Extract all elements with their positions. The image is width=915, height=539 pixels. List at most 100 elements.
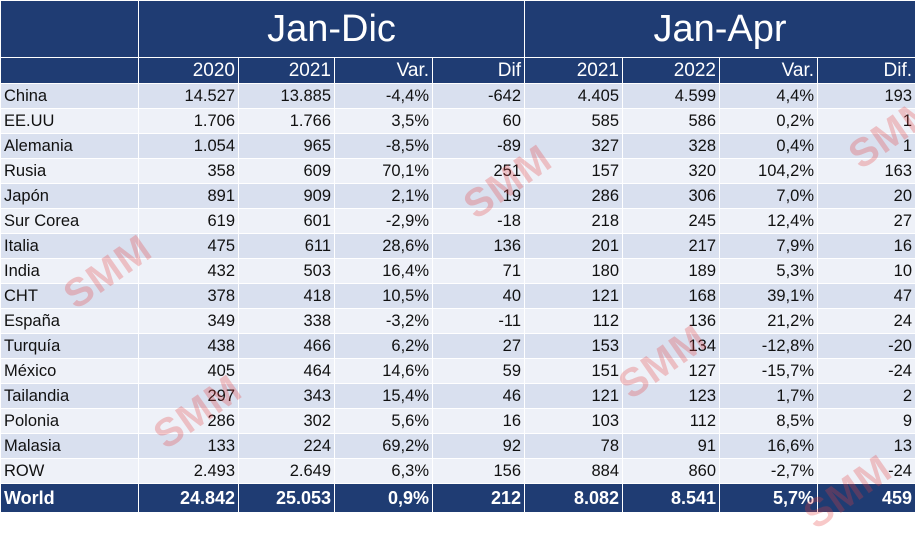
table-cell: 611 bbox=[239, 234, 335, 259]
table-cell: 153 bbox=[525, 334, 623, 359]
column-header: 2021 bbox=[239, 58, 335, 84]
table-cell: -24 bbox=[818, 459, 915, 484]
table-cell: -12,8% bbox=[720, 334, 818, 359]
table-cell: 6,2% bbox=[335, 334, 433, 359]
table-cell: 466 bbox=[239, 334, 335, 359]
table-cell: 157 bbox=[525, 159, 623, 184]
table-cell: 349 bbox=[139, 309, 239, 334]
table-cell: 609 bbox=[239, 159, 335, 184]
table-cell: 46 bbox=[433, 384, 525, 409]
table-cell: 163 bbox=[818, 159, 915, 184]
table-cell: 10,5% bbox=[335, 284, 433, 309]
table-cell: 71 bbox=[433, 259, 525, 284]
table-cell: 127 bbox=[623, 359, 720, 384]
table-cell: 14,6% bbox=[335, 359, 433, 384]
table-cell: 21,2% bbox=[720, 309, 818, 334]
table-cell: 92 bbox=[433, 434, 525, 459]
table-cell: 16,4% bbox=[335, 259, 433, 284]
table-cell: 112 bbox=[525, 309, 623, 334]
table-cell: 103 bbox=[525, 409, 623, 434]
table-cell: 121 bbox=[525, 384, 623, 409]
table-cell: 136 bbox=[623, 309, 720, 334]
table-cell: 218 bbox=[525, 209, 623, 234]
table-cell: 343 bbox=[239, 384, 335, 409]
table-cell: 4.405 bbox=[525, 84, 623, 109]
country-label: Japón bbox=[1, 184, 139, 209]
table-cell: 16 bbox=[433, 409, 525, 434]
table-cell: 123 bbox=[623, 384, 720, 409]
table-cell: 156 bbox=[433, 459, 525, 484]
country-label: Rusia bbox=[1, 159, 139, 184]
country-label: CHT bbox=[1, 284, 139, 309]
table-cell: 3,5% bbox=[335, 109, 433, 134]
table-cell: 9 bbox=[818, 409, 915, 434]
table-cell: 1.054 bbox=[139, 134, 239, 159]
table-cell: -89 bbox=[433, 134, 525, 159]
table-cell: 59 bbox=[433, 359, 525, 384]
table-cell: 405 bbox=[139, 359, 239, 384]
table-cell: 2.493 bbox=[139, 459, 239, 484]
table-cell: 12,4% bbox=[720, 209, 818, 234]
total-cell: 0,9% bbox=[335, 484, 433, 513]
table-cell: 14.527 bbox=[139, 84, 239, 109]
table-cell: 27 bbox=[818, 209, 915, 234]
table-cell: 104,2% bbox=[720, 159, 818, 184]
table-cell: 503 bbox=[239, 259, 335, 284]
country-label: China bbox=[1, 84, 139, 109]
country-label: Alemania bbox=[1, 134, 139, 159]
country-label: Italia bbox=[1, 234, 139, 259]
table-cell: 1 bbox=[818, 109, 915, 134]
table-cell: -3,2% bbox=[335, 309, 433, 334]
table-cell: 91 bbox=[623, 434, 720, 459]
group-header-row: Jan-Dic Jan-Apr bbox=[1, 1, 915, 58]
country-label: Polonia bbox=[1, 409, 139, 434]
table-cell: 16,6% bbox=[720, 434, 818, 459]
table-cell: 13 bbox=[818, 434, 915, 459]
table-cell: 965 bbox=[239, 134, 335, 159]
table-cell: 1,7% bbox=[720, 384, 818, 409]
country-label: India bbox=[1, 259, 139, 284]
table-cell: 15,4% bbox=[335, 384, 433, 409]
total-cell: 25.053 bbox=[239, 484, 335, 513]
table-cell: 28,6% bbox=[335, 234, 433, 259]
total-cell: 212 bbox=[433, 484, 525, 513]
table-cell: -11 bbox=[433, 309, 525, 334]
table-cell: 7,9% bbox=[720, 234, 818, 259]
table-cell: -642 bbox=[433, 84, 525, 109]
table-cell: 378 bbox=[139, 284, 239, 309]
table-cell: 136 bbox=[433, 234, 525, 259]
table-cell: 0,2% bbox=[720, 109, 818, 134]
table-cell: 168 bbox=[623, 284, 720, 309]
table-cell: 302 bbox=[239, 409, 335, 434]
table-cell: 464 bbox=[239, 359, 335, 384]
table-cell: 19 bbox=[433, 184, 525, 209]
country-label: Turquía bbox=[1, 334, 139, 359]
table-cell: 201 bbox=[525, 234, 623, 259]
table-cell: 5,3% bbox=[720, 259, 818, 284]
table-cell: 306 bbox=[623, 184, 720, 209]
table-cell: 358 bbox=[139, 159, 239, 184]
table-cell: 13.885 bbox=[239, 84, 335, 109]
table-cell: 1 bbox=[818, 134, 915, 159]
country-label: EE.UU bbox=[1, 109, 139, 134]
table-cell: 133 bbox=[139, 434, 239, 459]
table-cell: 189 bbox=[623, 259, 720, 284]
column-header: 2021 bbox=[525, 58, 623, 84]
table-cell: 909 bbox=[239, 184, 335, 209]
table-cell: 47 bbox=[818, 284, 915, 309]
row-label-header bbox=[1, 58, 139, 84]
table-cell: 151 bbox=[525, 359, 623, 384]
table-cell: 24 bbox=[818, 309, 915, 334]
table-cell: -15,7% bbox=[720, 359, 818, 384]
table-cell: 432 bbox=[139, 259, 239, 284]
table-cell: -18 bbox=[433, 209, 525, 234]
country-label: España bbox=[1, 309, 139, 334]
